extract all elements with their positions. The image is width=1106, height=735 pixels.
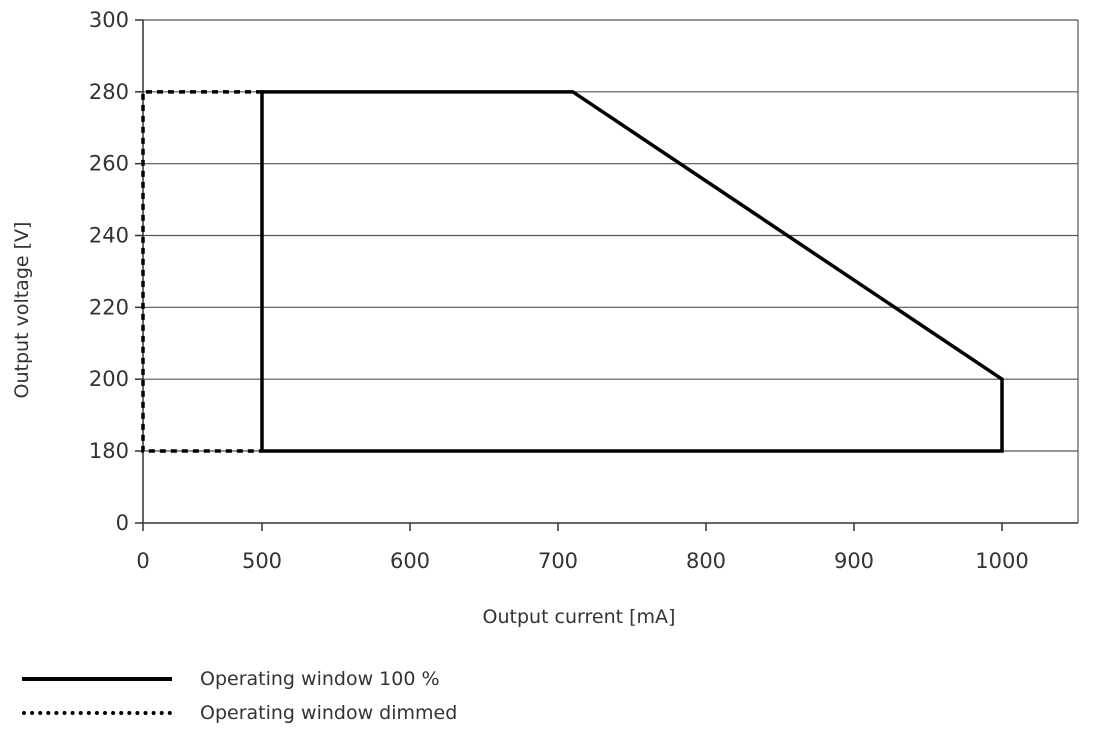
legend: Operating window 100 % Operating window … bbox=[22, 662, 457, 730]
y-tick-label: 0 bbox=[116, 511, 129, 535]
legend-item-dimmed: Operating window dimmed bbox=[22, 696, 457, 730]
y-tick-label: 260 bbox=[89, 152, 129, 176]
series bbox=[141, 90, 1004, 453]
x-tick-label: 700 bbox=[538, 549, 578, 573]
legend-swatch-dotted bbox=[22, 711, 172, 715]
y-tick-label: 240 bbox=[89, 224, 129, 248]
series-operating-window-dimmed bbox=[141, 90, 262, 453]
x-tick-label: 500 bbox=[242, 549, 282, 573]
legend-label-100: Operating window 100 % bbox=[200, 668, 440, 690]
axes bbox=[142, 20, 1079, 524]
x-tick-label: 600 bbox=[390, 549, 430, 573]
y-tick-label: 180 bbox=[89, 439, 129, 463]
y-tick-label: 300 bbox=[89, 8, 129, 32]
legend-item-100: Operating window 100 % bbox=[22, 662, 457, 696]
legend-swatch-solid bbox=[22, 677, 172, 681]
y-tick-label: 200 bbox=[89, 367, 129, 391]
y-axis-title: Output voltage [V] bbox=[11, 222, 33, 399]
y-tick-label: 220 bbox=[89, 295, 129, 319]
x-tick-label: 1000 bbox=[975, 549, 1028, 573]
series-operating-window-100 bbox=[260, 90, 1004, 453]
y-ticks: 0 180 200 220 240 260 280 300 bbox=[89, 8, 143, 535]
x-tick-label: 0 bbox=[136, 549, 149, 573]
x-tick-label: 900 bbox=[834, 549, 874, 573]
x-axis-title: Output current [mA] bbox=[483, 606, 676, 628]
grid bbox=[143, 19, 1078, 452]
x-tick-label: 800 bbox=[686, 549, 726, 573]
x-ticks: 050060070080090010001100 bbox=[136, 523, 1029, 573]
chart: 050060070080090010001100 018020022024026… bbox=[11, 8, 1079, 628]
legend-label-dimmed: Operating window dimmed bbox=[200, 702, 458, 724]
y-tick-label: 280 bbox=[89, 80, 129, 104]
